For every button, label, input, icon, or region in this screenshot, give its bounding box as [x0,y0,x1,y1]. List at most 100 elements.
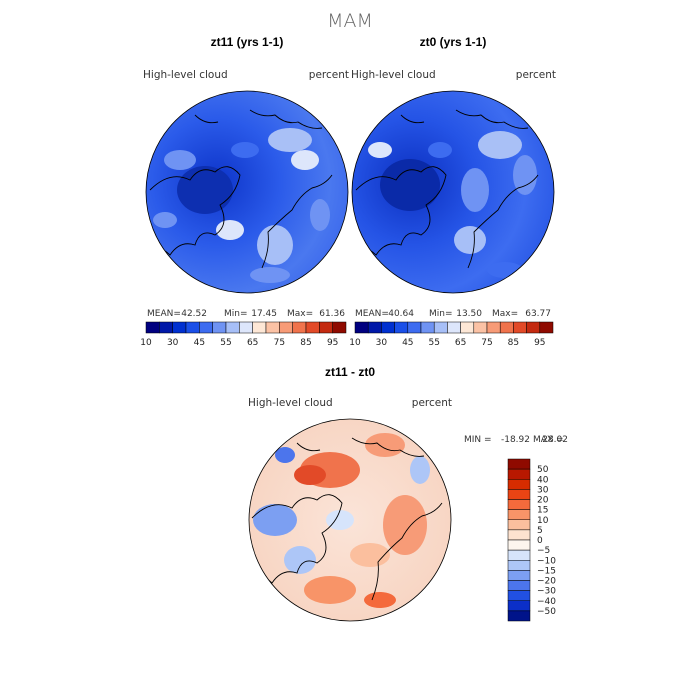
stats-max: 61.36 [319,309,345,319]
field-patch [294,465,326,485]
colorbar-swatch [507,458,531,470]
colorbar-swatch [507,468,531,480]
field-patch [250,267,290,283]
colorbar-swatch [507,560,531,571]
map-border [145,90,349,294]
colorbar-tick-label: 85 [508,338,519,348]
colorbar-tick-label: 65 [247,338,258,348]
panel-difference: zt11 - zt0 High-level cloud percent MIN … [248,365,568,622]
colorbar-swatch [473,321,488,334]
field-patch [513,155,537,195]
colorbar-tick-label: 55 [428,338,439,348]
stats-mean-label: MEAN= [355,309,389,319]
colorbar-swatch [460,321,475,334]
field-label: High-level cloud [248,397,333,409]
colorbar-tick-label: 40 [537,475,549,485]
polar-map [249,419,451,621]
colorbar-tick-label: −50 [537,607,556,617]
coastline [261,174,333,269]
colorbar-tick-label: 65 [455,338,466,348]
colorbar-swatch [332,321,347,334]
field-patch [364,592,396,608]
colorbar-tick-label: 5 [537,526,543,536]
colorbar-tick-label: −20 [537,577,556,587]
coastline [400,114,425,124]
stats-max: 63.77 [525,309,551,319]
colorbar-tick-label: −10 [537,556,556,566]
field-patch [365,433,405,457]
colorbar-swatch [185,321,200,334]
field-patch [326,510,354,530]
polar-map [146,91,348,293]
colorbar-tick-label: 0 [537,536,543,546]
stats-mean: 40.64 [388,309,414,319]
coastline [194,114,219,124]
colorbar-tick-label: 55 [220,338,231,348]
field-label: High-level cloud [351,69,436,81]
colorbar-tick-label: 45 [402,338,413,348]
field-patch [164,150,196,170]
coastline [149,166,241,256]
colorbar-swatch [225,321,240,334]
colorbar-tick-label: 30 [167,338,179,348]
colorbar: 10 30 45 55 65 75 85 95 [349,321,554,348]
panel-title: zt11 - zt0 [325,365,375,379]
field-patch [275,447,295,463]
coastline [355,166,447,256]
colorbar-swatch [354,321,369,334]
field-patch [257,225,293,265]
stats-mean-label: MEAN= [147,309,181,319]
field-patch [461,168,489,212]
units-label: percent [412,397,452,409]
stats-min: 13.50 [456,309,482,319]
field-patch [284,546,316,574]
stats-max-label: Max= [287,309,313,319]
colorbar-swatch [507,479,531,490]
colorbar-swatch [507,499,531,510]
coastline [371,502,443,601]
colorbar-swatch [381,321,395,334]
colorbar-tick-label: 85 [300,338,311,348]
field-patch [410,456,430,484]
map-border [351,90,555,294]
colorbar-swatch [507,529,531,541]
colorbar-swatch [539,321,554,334]
colorbar-swatch [367,321,382,334]
field-patch [350,543,390,567]
units-label: percent [516,69,556,81]
stats-min-label: MIN = [464,435,492,445]
field-patch [231,142,259,158]
field-patch [383,495,427,555]
colorbar-swatch [447,321,461,334]
field-patch [304,576,356,604]
field-patch [310,199,330,231]
colorbar-swatch [145,321,160,334]
colorbar-swatch [394,321,409,334]
coastline [296,442,321,452]
colorbar-swatch [486,321,501,334]
stats-max: 28.02 [542,435,568,445]
polar-map [352,91,554,293]
stats-min-label: Min= [429,309,453,319]
coastline [455,109,529,129]
colorbar-tick-label: 10 [349,338,361,348]
panel-title: zt11 (yrs 1-1) [211,35,284,49]
colorbar-swatch [507,600,531,612]
field-patch [368,142,392,158]
field-patch [268,128,312,152]
colorbar-swatch [199,321,213,334]
field-patch [253,504,297,536]
colorbar-tick-label: −15 [537,566,556,576]
colorbar-swatch [292,321,307,334]
stats-min: 17.45 [251,309,277,319]
colorbar-swatch [507,570,531,581]
colorbar-swatch [252,321,267,334]
colorbar-tick-label: −40 [537,597,556,607]
field-patch [454,226,486,254]
colorbar-swatch [420,321,435,334]
colorbar-swatch [507,610,531,622]
colorbar-swatch [279,321,293,334]
stats-max-label: Max= [492,309,518,319]
colorbar-swatch [507,580,531,591]
